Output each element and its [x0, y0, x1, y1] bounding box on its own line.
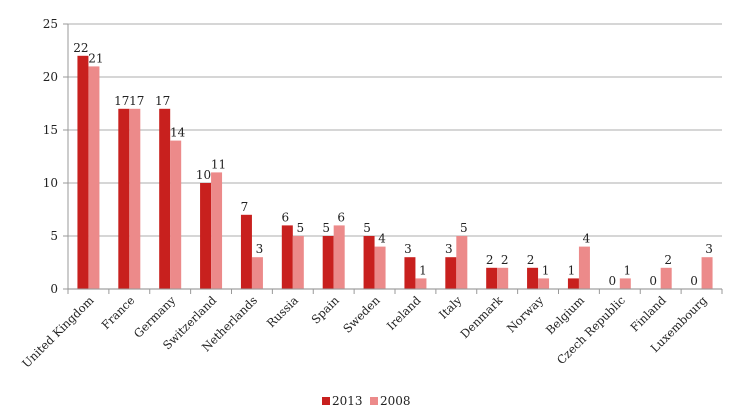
bar-2013 [445, 257, 457, 289]
legend-label: 2008 [380, 394, 411, 408]
bar-2008 [538, 278, 550, 289]
bar-2008 [170, 140, 182, 289]
x-tick-label: Denmark [457, 293, 506, 342]
x-tick-label: Russia [264, 293, 301, 330]
data-label: 5 [296, 221, 304, 235]
bar-2008 [333, 225, 345, 289]
legend-swatch-2008 [370, 397, 378, 405]
bar-2008 [619, 278, 631, 289]
data-label: 11 [211, 157, 226, 171]
bar-2013 [77, 55, 89, 289]
data-label: 2 [527, 253, 535, 267]
y-tick-label: 0 [50, 282, 58, 296]
bar-2013 [363, 236, 375, 289]
bar-2013 [486, 267, 498, 289]
data-label: 3 [404, 242, 412, 256]
bar-2008 [251, 257, 263, 289]
data-label: 1 [623, 263, 631, 277]
bar-2013 [567, 278, 579, 289]
bar-2013 [404, 257, 416, 289]
x-tick-label: Spain [308, 293, 342, 327]
y-tick-label: 25 [43, 17, 58, 31]
y-tick-label: 20 [43, 70, 58, 84]
bar-2008 [129, 108, 141, 289]
data-label: 2 [486, 253, 494, 267]
data-label: 7 [241, 200, 249, 214]
data-label: 10 [196, 168, 211, 182]
data-label: 22 [73, 41, 88, 55]
bar-2008 [88, 66, 100, 290]
data-label: 2 [501, 253, 509, 267]
data-label: 5 [460, 221, 468, 235]
legend-swatch-2013 [322, 397, 330, 405]
data-label: 17 [129, 94, 144, 108]
data-label: 5 [322, 221, 330, 235]
data-label: 4 [583, 232, 591, 246]
bar-2008 [701, 257, 713, 289]
bar-2013 [527, 267, 539, 289]
bar-2008 [292, 236, 304, 289]
bar-2013 [159, 108, 171, 289]
data-label: 4 [378, 232, 386, 246]
bar-2013 [281, 225, 293, 289]
data-label: 5 [363, 221, 371, 235]
data-label: 6 [281, 210, 289, 224]
data-label: 14 [170, 126, 186, 140]
data-label: 1 [419, 263, 427, 277]
data-label: 1 [568, 263, 576, 277]
data-label: 21 [88, 51, 103, 65]
bar-2008 [374, 246, 386, 289]
x-tick-label: Finland [628, 293, 670, 335]
x-tick-label: Ireland [384, 293, 424, 333]
data-label: 2 [664, 253, 672, 267]
bar-2008 [497, 267, 509, 289]
data-label: 0 [649, 274, 657, 288]
data-label: 0 [690, 274, 698, 288]
bar-2008 [578, 246, 590, 289]
bar-2013 [322, 236, 334, 289]
data-label: 17 [155, 94, 170, 108]
x-tick-label: Sweden [340, 293, 383, 336]
bar-2013 [118, 108, 130, 289]
x-tick-label: France [99, 293, 138, 332]
y-tick-label: 15 [43, 123, 58, 137]
data-label: 3 [256, 242, 264, 256]
data-label: 3 [445, 242, 453, 256]
legend-label: 2013 [332, 394, 363, 408]
y-tick-label: 10 [43, 176, 58, 190]
data-label: 17 [114, 94, 129, 108]
data-label: 1 [542, 263, 550, 277]
x-tick-label: Italy [436, 293, 465, 322]
data-label: 6 [337, 210, 345, 224]
x-tick-label: Norway [504, 293, 547, 336]
data-label: 0 [608, 274, 616, 288]
bar-2008 [660, 267, 672, 289]
x-tick-label: United Kingdom [19, 293, 96, 370]
bar-2008 [211, 172, 223, 289]
bar-2013 [200, 183, 212, 289]
bar-2013 [240, 214, 252, 289]
bar-2008 [415, 278, 427, 289]
data-label: 3 [705, 242, 713, 256]
bar-2008 [456, 236, 468, 289]
y-tick-label: 5 [50, 229, 58, 243]
